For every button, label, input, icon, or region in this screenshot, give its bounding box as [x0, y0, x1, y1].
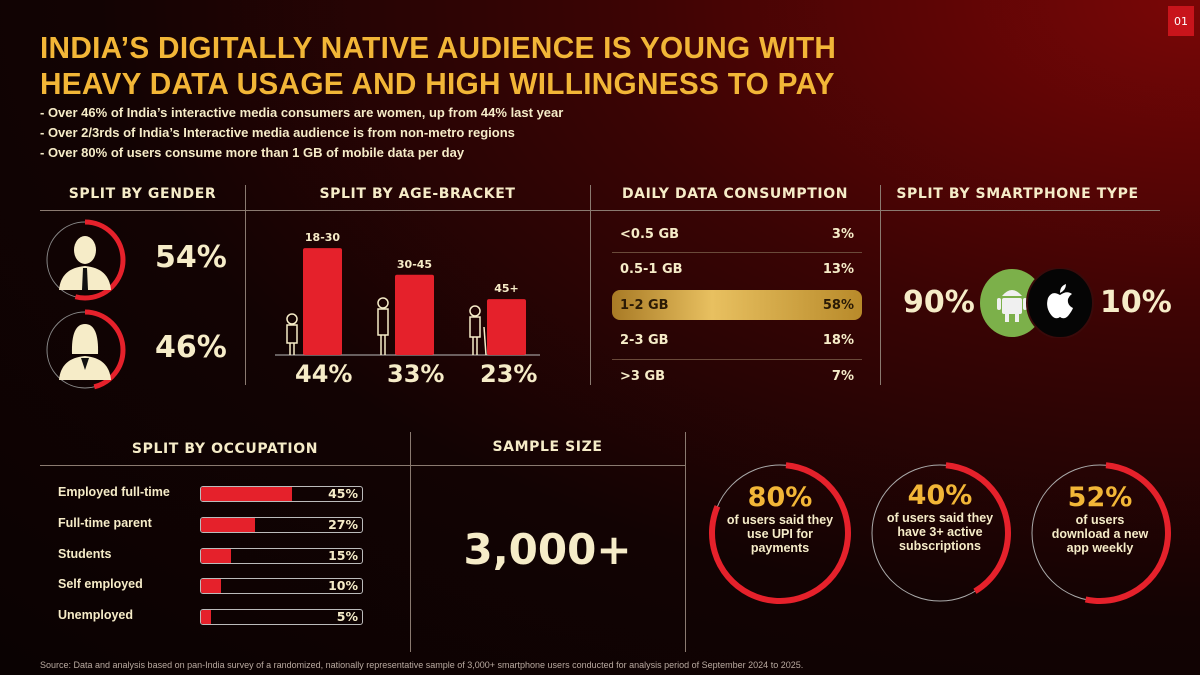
gender-chart: [44, 219, 126, 391]
divider: [40, 210, 1160, 211]
data-consumption-value: 3%: [831, 226, 854, 242]
data-consumption-row: >3 GB 7%: [612, 361, 862, 391]
gender-header: SPLIT BY GENDER: [68, 186, 217, 202]
stat-description: of users said they have 3+ active subscr…: [886, 511, 994, 553]
data-consumption-value: 7%: [831, 368, 854, 384]
data-consumption-value: 58%: [822, 297, 854, 313]
data-consumption-label: >3 GB: [620, 368, 666, 384]
occupation-value: 27%: [328, 516, 358, 532]
sample-size-header: SAMPLE SIZE: [492, 439, 603, 455]
page-number: 01: [1168, 6, 1194, 36]
data-consumption-row: 0.5-1 GB 13%: [612, 255, 862, 285]
stat-ring: 52% of users download a new app weekly: [1025, 458, 1175, 608]
data-consumption-label: 2-3 GB: [620, 333, 669, 348]
data-consumption-row: <0.5 GB 3%: [612, 219, 862, 249]
age-bar-chart: 18-30 30-45 45+: [275, 231, 540, 356]
age-bar: [395, 274, 434, 355]
data-consumption-value: 13%: [822, 262, 854, 277]
occupation-bar: 5%: [200, 609, 363, 626]
source-note: Source: Data and analysis based on pan-I…: [40, 660, 804, 670]
divider: [880, 185, 881, 385]
stat-description: of users download a new app weekly: [1051, 513, 1149, 555]
divider: [685, 432, 686, 652]
divider: [410, 432, 411, 652]
age-bar: [303, 248, 342, 355]
adult-person-icon: [377, 297, 389, 355]
smartphone-header: SPLIT BY SMARTPHONE TYPE: [896, 186, 1139, 202]
occupation-value: 10%: [328, 578, 358, 594]
android-icon: [980, 269, 1044, 337]
stat-value: 80%: [747, 482, 813, 513]
smartphone-icons: [980, 268, 1094, 338]
female-percent: 46%: [155, 330, 227, 365]
divider: [245, 185, 246, 385]
age-header: SPLIT BY AGE-BRACKET: [319, 186, 516, 202]
data-consumption-label: 1-2 GB: [620, 297, 669, 313]
occupation-header: SPLIT BY OCCUPATION: [131, 441, 319, 457]
android-percent: 90%: [903, 285, 975, 320]
stat-description: of users said they use UPI for payments: [726, 513, 834, 555]
row-divider: [612, 358, 862, 360]
bullet: - Over 46% of India’s interactive media …: [40, 105, 564, 120]
occupation-bar-fill: [201, 579, 222, 594]
title-line-2: HEAVY DATA USAGE AND HIGH WILLINGNESS TO…: [40, 66, 835, 101]
occupation-label: Employed full-time: [58, 485, 170, 499]
data-consumption-row: 1-2 GB 58%: [612, 290, 862, 320]
occupation-bar-fill: [201, 487, 292, 501]
occupation-bar-fill: [201, 610, 212, 625]
female-user-icon: [59, 324, 111, 380]
occupation-bar: 10%: [200, 578, 363, 595]
occupation-bar: 15%: [200, 547, 363, 564]
row-divider: [612, 252, 862, 253]
bullet: - Over 2/3rds of India’s Interactive med…: [40, 125, 515, 140]
data-consumption-label: <0.5 GB: [620, 226, 680, 242]
occupation-bar: 45%: [200, 486, 363, 502]
data-consumption-row: 2-3 GB 18%: [612, 326, 862, 356]
elderly-person-icon: [469, 305, 487, 356]
occupation-value: 15%: [328, 547, 358, 563]
apple-icon: [1026, 268, 1094, 338]
sample-size-value: 3,000+: [463, 525, 632, 574]
stat-ring-arc: [1029, 462, 1171, 604]
young-person-icon: [286, 313, 298, 355]
occupation-bar: 27%: [200, 516, 363, 533]
male-user-icon: [59, 236, 111, 290]
bullet: - Over 80% of users consume more than 1 …: [40, 145, 465, 160]
occupation-label: Full-time parent: [58, 515, 152, 530]
data-consumption-header: DAILY DATA CONSUMPTION: [621, 186, 849, 202]
age-category-label: 30-45: [397, 258, 432, 271]
page-title: INDIA’S DIGITALLY NATIVE AUDIENCE IS YOU…: [40, 30, 836, 102]
divider: [40, 465, 685, 466]
gender-ring-male: [44, 219, 126, 301]
occupation-label: Unemployed: [58, 608, 134, 623]
age-category-label: 18-30: [305, 231, 341, 244]
occupation-bar-fill: [201, 548, 232, 563]
divider: [590, 185, 591, 385]
stat-value: 40%: [907, 480, 973, 511]
age-value-label: 44%: [295, 360, 353, 388]
age-category-label: 45+: [494, 282, 519, 295]
stat-ring: 40% of users said they have 3+ active sub…: [865, 458, 1015, 608]
occupation-value: 45%: [328, 486, 358, 501]
occupation-value: 5%: [336, 609, 358, 625]
male-percent: 54%: [155, 240, 227, 275]
age-bar: [487, 299, 526, 355]
age-value-label: 23%: [480, 360, 538, 388]
data-consumption-label: 0.5-1 GB: [620, 262, 683, 277]
occupation-label: Students: [58, 546, 112, 561]
stat-ring: 80% of users said they use UPI for paymen…: [705, 458, 855, 608]
occupation-label: Self employed: [58, 577, 143, 592]
ios-percent: 10%: [1100, 285, 1172, 320]
age-value-label: 33%: [387, 360, 445, 388]
gender-ring-female: [44, 309, 126, 391]
stat-value: 52%: [1067, 482, 1133, 513]
data-consumption-value: 18%: [822, 333, 854, 348]
occupation-bar-fill: [201, 517, 256, 532]
title-line-1: INDIA’S DIGITALLY NATIVE AUDIENCE IS YOU…: [40, 30, 837, 65]
